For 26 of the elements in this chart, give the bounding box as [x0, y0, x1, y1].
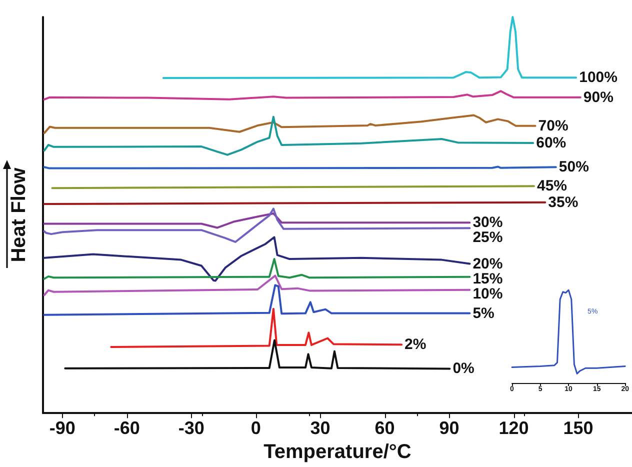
- y-axis-title: Heat Flow: [8, 167, 30, 262]
- series-label: 60%: [536, 134, 566, 152]
- x-tick-label: -30: [178, 418, 204, 438]
- series-label: 45%: [536, 178, 568, 195]
- x-tick-label: -60: [114, 418, 140, 438]
- series-label: 70%: [538, 117, 568, 134]
- series-label: 30%: [472, 214, 503, 232]
- x-tick-label: 0: [250, 418, 261, 438]
- series-label: 5%: [472, 304, 494, 322]
- series-label: 90%: [583, 88, 614, 106]
- series-label: 50%: [558, 158, 589, 176]
- series-label: 20%: [472, 255, 503, 272]
- x-tick-label: 90: [439, 418, 460, 438]
- x-tick-label: 120: [498, 418, 529, 438]
- series-label: 15%: [472, 270, 503, 288]
- x-tick-label: 60: [374, 418, 395, 438]
- series-label: 10%: [472, 285, 503, 302]
- x-axis-title: Temperature/°C: [264, 441, 412, 463]
- x-tick-label: -90: [49, 418, 76, 438]
- x-tick-label: 30: [310, 418, 330, 438]
- series-label: 100%: [579, 69, 618, 86]
- series-label: 35%: [548, 194, 578, 211]
- x-tick-label: 150: [563, 418, 594, 438]
- series-label: 0%: [452, 360, 474, 378]
- series-label: 2%: [404, 336, 426, 354]
- series-label: 25%: [472, 229, 503, 246]
